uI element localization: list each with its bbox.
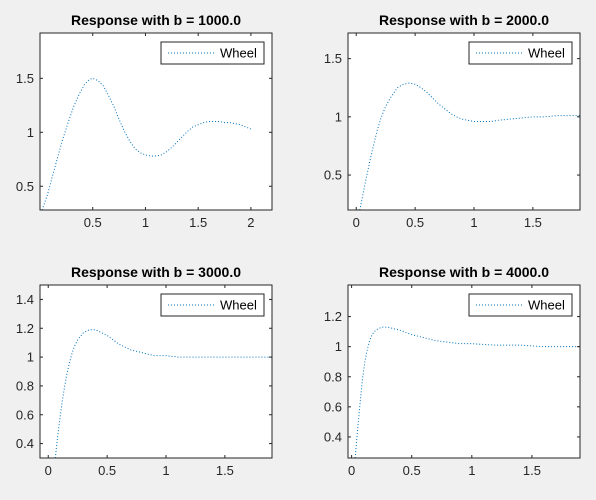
y-tick-label: 1.2	[16, 321, 34, 336]
legend-label: Wheel	[220, 46, 257, 61]
x-tick-label: 0.5	[403, 463, 421, 478]
legend: Wheel	[160, 293, 265, 317]
y-tick-label: 0.5	[324, 168, 342, 183]
y-tick-label: 1.2	[324, 309, 342, 324]
legend-box	[468, 293, 573, 317]
subplot-4: Response with b = 4000.0 0 0.5 1 1.5 0.4 0.6 0.…	[324, 264, 581, 478]
x-tick-label: 1	[470, 215, 477, 230]
y-tick-label: 1	[27, 350, 34, 365]
axes-frame	[347, 284, 581, 459]
x-tick-label: 0	[348, 463, 355, 478]
legend-box	[160, 41, 265, 65]
x-tick-label: 1.5	[523, 463, 541, 478]
x-tick-label: 0	[353, 215, 360, 230]
y-tick-label: 0.4	[16, 436, 34, 451]
series-line-1	[354, 326, 580, 458]
subplot-1: Response with b = 1000.0 0.5 1 1.5 2 0.5 1 1.5 W…	[16, 12, 273, 230]
legend-label: Wheel	[528, 298, 565, 313]
legend: Wheel	[468, 293, 573, 317]
plot-title: Response with b = 4000.0	[379, 264, 549, 280]
legend: Wheel	[160, 41, 265, 65]
x-tick-label: 0.5	[98, 463, 116, 478]
x-tick-label: 1	[142, 215, 149, 230]
plot-title: Response with b = 2000.0	[379, 12, 549, 28]
x-tick-label: 0.5	[406, 215, 424, 230]
y-tick-label: 1	[335, 339, 342, 354]
y-tick-label: 0.5	[16, 179, 34, 194]
axes-frame	[347, 32, 581, 211]
y-tick-label: 0.6	[324, 399, 342, 414]
x-tick-label: 0	[45, 463, 52, 478]
y-tick-label: 0.6	[16, 407, 34, 422]
legend-box	[468, 41, 573, 65]
x-tick-label: 1.5	[216, 463, 234, 478]
y-tick-label: 1	[27, 125, 34, 140]
y-tick-label: 1.5	[16, 71, 34, 86]
y-tick-label: 1.4	[16, 292, 34, 307]
x-tick-label: 1	[468, 463, 475, 478]
x-tick-label: 2	[247, 215, 254, 230]
x-tick-label: 1.5	[189, 215, 207, 230]
x-tick-label: 1	[162, 463, 169, 478]
axes-frame	[39, 32, 273, 211]
plot-title: Response with b = 3000.0	[71, 264, 241, 280]
subplot-3: Response with b = 3000.0 0 0.5 1 1.5 0.4 0.6 0.…	[16, 264, 273, 478]
plot-title: Response with b = 1000.0	[71, 12, 241, 28]
legend-box	[160, 293, 265, 317]
y-tick-label: 0.8	[324, 369, 342, 384]
y-tick-label: 1.5	[324, 51, 342, 66]
axes-frame	[39, 284, 273, 459]
series-line-1	[41, 77, 252, 210]
legend: Wheel	[468, 41, 573, 65]
x-tick-label: 0.5	[84, 215, 102, 230]
legend-label: Wheel	[528, 46, 565, 61]
y-tick-label: 0.8	[16, 378, 34, 393]
subplot-2: Response with b = 2000.0 0 0.5 1 1.5 0.5 1 1.5 W…	[324, 12, 581, 230]
y-tick-label: 1	[335, 109, 342, 124]
legend-label: Wheel	[220, 298, 257, 313]
x-tick-label: 1.5	[524, 215, 542, 230]
y-tick-label: 0.4	[324, 429, 342, 444]
